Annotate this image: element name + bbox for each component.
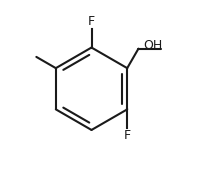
Text: F: F: [88, 15, 95, 28]
Text: OH: OH: [143, 39, 162, 52]
Text: F: F: [124, 129, 131, 142]
